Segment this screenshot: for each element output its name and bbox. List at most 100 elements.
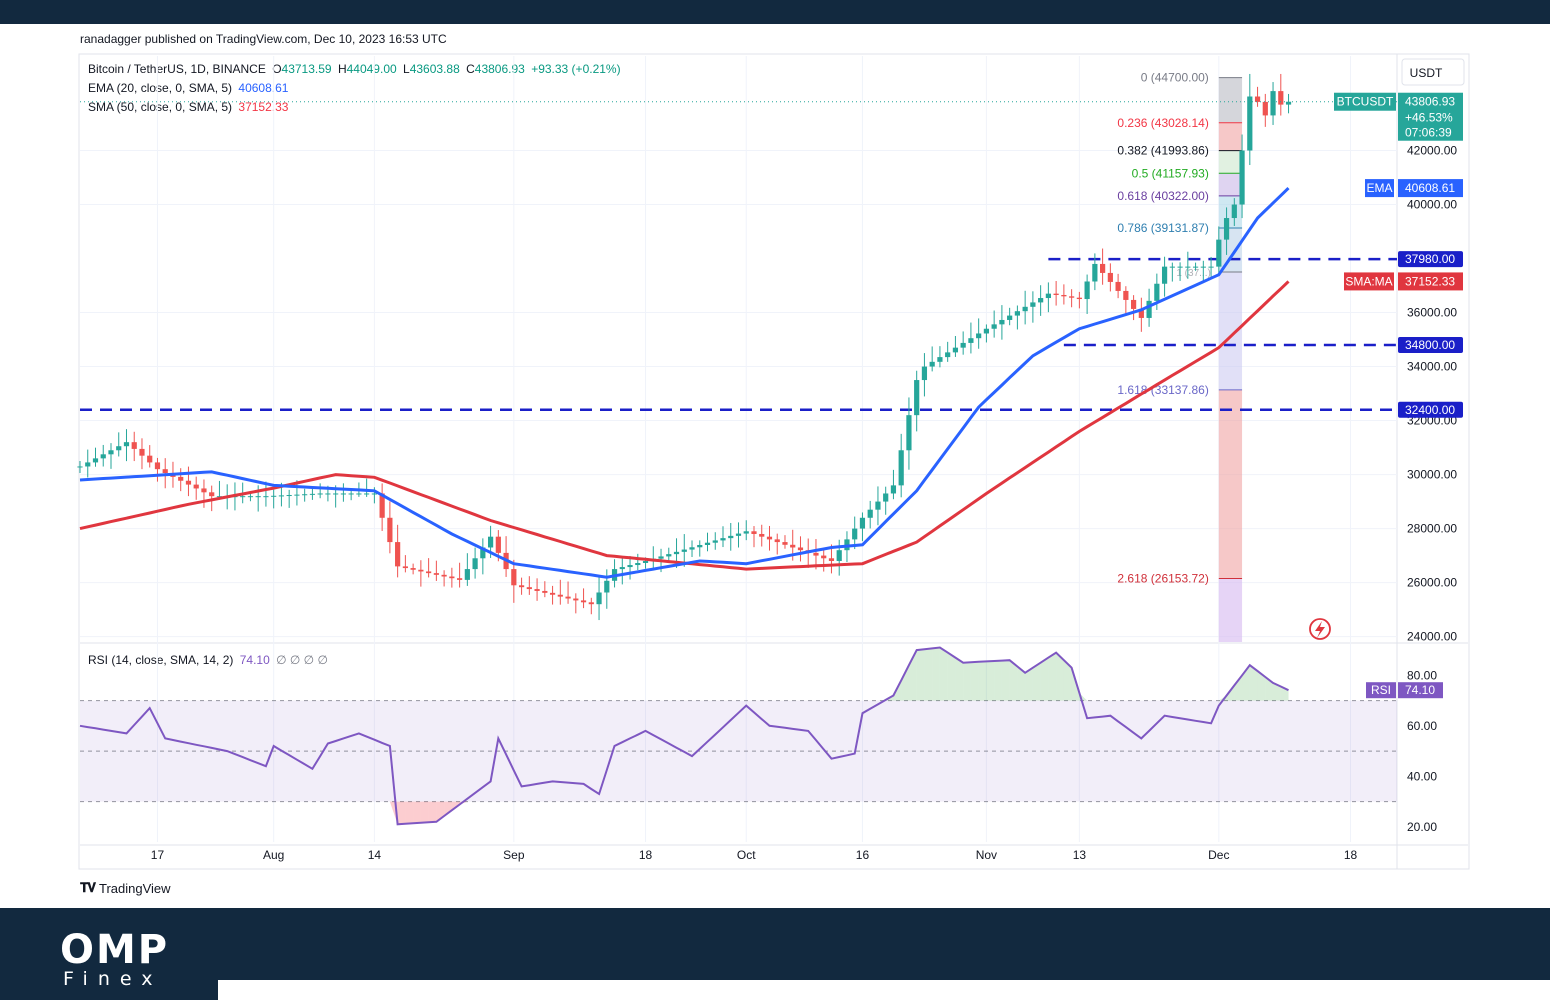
rsi-oversold-fill [405,801,414,824]
candle-up [1216,239,1222,267]
candle-down [449,576,455,579]
candle-up [1014,311,1020,316]
fib-zone [1218,389,1243,579]
candle-up [867,509,873,518]
sma-line [79,280,1290,571]
candle-down [178,476,184,481]
fib-zone [1218,578,1243,642]
legend-sma[interactable]: SMA (50, close, 0, SMA, 5) 37152.33 [88,100,288,114]
candle-down [1115,281,1121,291]
candle-up [689,547,695,550]
rsi-tag-label: RSI [1371,683,1391,697]
candle-up [875,501,881,510]
time-tick-label: 18 [639,848,653,862]
last-price-change: +46.53% [1405,111,1453,125]
candle-up [898,450,904,486]
brand-name: OMP [60,927,170,973]
candle-down [549,592,556,595]
candle-up [619,567,625,570]
legend-rsi[interactable]: RSI (14, close, SMA, 14, 2) 74.10 ∅ ∅ ∅ … [88,653,328,667]
currency-label: USDT [1410,66,1443,80]
fib-level-label: 0 (44700.00) [1141,71,1209,85]
candle-down [1100,263,1106,273]
candle-up [914,380,920,416]
level-price-tag [1398,401,1463,418]
rsi-tick-label: 20.00 [1407,820,1437,834]
bar-countdown: 07:06:39 [1405,126,1452,140]
replay-lightning-icon [1309,618,1331,640]
candle-down [379,493,385,518]
replay-icon-ring [1309,618,1331,640]
price-tick-label: 42000.00 [1407,144,1457,158]
candle-up [604,580,610,593]
candle-up [704,542,711,545]
candle-up [371,493,377,495]
legend-rsi-value: 74.10 [239,653,270,667]
candle-up [286,495,292,497]
time-tick-label: 16 [856,848,870,862]
brand-logo: OMP Finex [60,930,169,990]
fib-level-label: 1 (37...) [1176,268,1210,279]
price-tick-label: 36000.00 [1407,306,1457,320]
candle-down [1131,299,1137,309]
last-price-tag [1398,92,1463,141]
candle-up [1285,101,1292,105]
candle-up [735,533,742,536]
fib-level-label: 0.618 (40322.00) [1117,189,1208,203]
legend-open: 43713.59 [281,62,332,76]
candle-down [209,492,215,497]
rsi-overbought-fill [1025,667,1033,701]
candle-up [859,517,866,529]
candle-up [1169,266,1175,268]
legend-ohlc: Bitcoin / TetherUS, 1D, BINANCE O43713.5… [88,62,621,76]
candle-down [154,462,161,470]
candle-down [797,547,804,551]
rsi-pane: 20.00 40.00 60.00 80.00 RSI 74.10 [79,646,1443,834]
candle-up [929,361,935,367]
candle-up [77,466,83,468]
ema-tag [1365,179,1394,198]
candles [77,73,1292,621]
time-tick-label: Sep [503,848,525,862]
candle-down [201,488,207,493]
candle-down [759,533,765,537]
rsi-overbought-fill [955,657,964,701]
rsi-overbought-fill [994,660,1002,701]
fib-zone [1218,173,1243,196]
candle-up [983,328,990,334]
rsi-value-tag [1398,682,1443,699]
candle-up [1177,266,1183,268]
candle-up [852,528,858,540]
rsi-overbought-fill [1249,665,1258,701]
fib-level-label: 0.382 (41993.86) [1117,144,1208,158]
time-tick-label: 18 [1344,848,1358,862]
rsi-overbought-fill [1063,660,1072,701]
rsi-line [79,646,1289,826]
candle-up [673,551,680,555]
candle-up [627,565,633,568]
candle-up [945,352,951,358]
candle-up [1038,298,1044,303]
time-tick-label: Oct [737,848,756,862]
rsi-overbought-fill [978,661,987,701]
candle-up [1247,96,1253,151]
brand-sub: Finex [63,968,163,990]
candle-up [271,495,277,497]
candle-up [890,485,897,494]
legend-rsi-extra: ∅ ∅ ∅ ∅ [276,653,328,667]
price-tick-label: 34000.00 [1407,360,1457,374]
legend-ema[interactable]: EMA (20, close, 0, SMA, 5) 40608.61 [88,81,288,95]
tradingview-footer: 𝐓𝐕 TradingView [80,880,171,896]
rsi-oversold-fill [397,801,406,825]
price-tick-label: 26000.00 [1407,576,1457,590]
candle-down [565,596,571,599]
candle-down [1069,296,1075,298]
candle-down [511,569,517,586]
candle-up [340,493,346,495]
legend-high-label: H [337,62,347,76]
candle-up [100,454,106,459]
legend-symbol[interactable]: Bitcoin / TetherUS, 1D, BINANCE [88,62,266,76]
candle-up [294,494,300,496]
rsi-overbought-fill [1040,657,1049,701]
